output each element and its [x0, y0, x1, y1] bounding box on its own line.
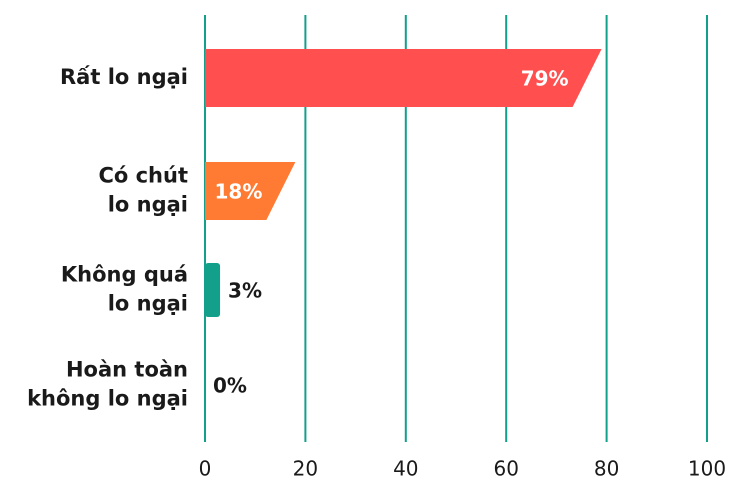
x-tick-label: 0	[199, 457, 212, 481]
category-label: Có chút lo ngại	[98, 164, 188, 217]
category-label: Rất lo ngại	[60, 65, 188, 89]
value-label: 18%	[214, 180, 262, 204]
x-tick-label: 20	[293, 457, 318, 481]
x-tick-label: 100	[688, 457, 726, 481]
category-label: Hoàn toàn không lo ngại	[27, 358, 188, 411]
x-tick-label: 60	[493, 457, 518, 481]
value-label: 0%	[213, 374, 247, 398]
value-label: 79%	[521, 67, 569, 91]
bar	[205, 49, 602, 107]
bar	[205, 162, 296, 220]
x-tick-label: 80	[594, 457, 619, 481]
bar	[205, 263, 221, 317]
category-label: Không quá lo ngại	[61, 263, 188, 316]
x-tick-label: 40	[393, 457, 418, 481]
value-label: 3%	[228, 279, 262, 303]
